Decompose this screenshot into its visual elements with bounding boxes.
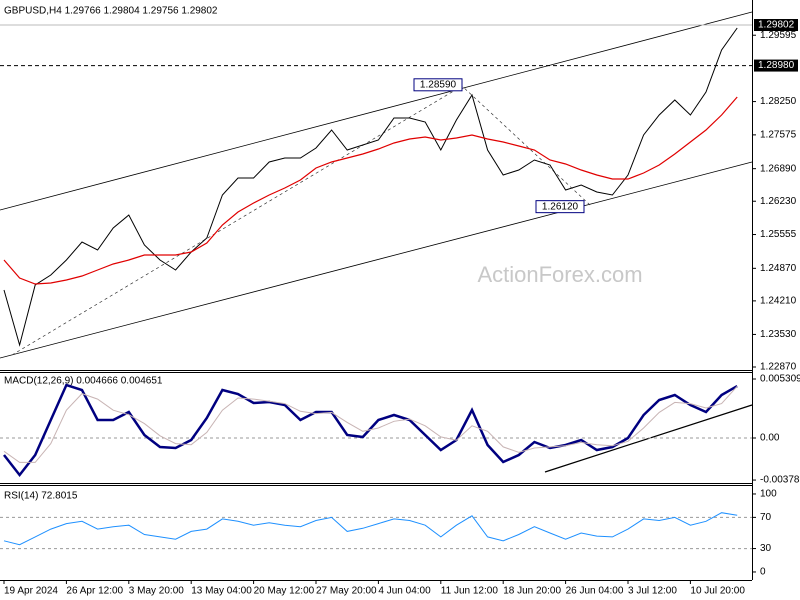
x-tick-label: 20 May 12:00 <box>254 586 315 597</box>
last-price-box <box>754 19 798 32</box>
y-tick-label: 1.27575 <box>760 130 797 141</box>
x-tick-label: 26 Jun 04:00 <box>566 586 624 597</box>
y-tick-label: 1.25555 <box>760 229 797 240</box>
x-tick-label: 13 May 04:00 <box>191 586 252 597</box>
level-label: 1.28980 <box>758 60 795 71</box>
y-tick-label: 70 <box>760 512 772 523</box>
y-tick-label: 0.00 <box>760 433 780 444</box>
chart-title: GBPUSD,H4 1.29766 1.29804 1.29756 1.2980… <box>4 6 218 17</box>
rsi-title: RSI(14) 72.8015 <box>4 491 78 502</box>
y-tick-label: 1.24210 <box>760 296 797 307</box>
x-tick-label: 3 Jul 12:00 <box>628 586 677 597</box>
y-tick-label: 1.24870 <box>760 263 797 274</box>
channel-lower <box>0 161 753 359</box>
x-tick-label: 18 Jun 20:00 <box>503 586 561 597</box>
last-price-label: 1.29802 <box>758 20 795 31</box>
y-tick-label: 0.005309 <box>760 374 800 385</box>
series-line <box>3 512 738 546</box>
macd-title: MACD(12,26,9) 0.004666 0.004651 <box>4 376 163 387</box>
x-tick-label: 4 Jun 04:00 <box>378 586 431 597</box>
y-tick-label: 1.22870 <box>760 362 797 373</box>
y-tick-label: 1.26890 <box>760 163 797 174</box>
y-tick-label: 1.26230 <box>760 196 797 207</box>
watermark: ActionForex.com <box>477 262 642 287</box>
annotation-label: 1.26120 <box>542 201 579 212</box>
x-tick-label: 10 Jul 20:00 <box>690 586 745 597</box>
annotation-label: 1.28590 <box>420 79 457 90</box>
y-tick-label: 30 <box>760 543 772 554</box>
channel-upper <box>0 11 753 211</box>
x-tick-label: 11 Jun 12:00 <box>441 586 499 597</box>
x-tick-label: 26 Apr 12:00 <box>66 586 123 597</box>
series-line <box>3 96 738 285</box>
y-tick-label: 1.29595 <box>760 30 797 41</box>
y-tick-label: -0.003785 <box>760 475 800 486</box>
series-line <box>3 27 738 347</box>
y-tick-label: 1.28250 <box>760 96 797 107</box>
y-tick-label: 0 <box>760 567 766 578</box>
series-line <box>3 385 738 463</box>
annotation-box <box>535 200 585 214</box>
annotation-box <box>413 78 463 92</box>
x-tick-label: 27 May 20:00 <box>316 586 377 597</box>
x-tick-label: 3 May 20:00 <box>129 586 184 597</box>
level-label-box <box>754 59 798 72</box>
x-tick-label: 19 Apr 2024 <box>4 586 58 597</box>
y-tick-label: 100 <box>760 489 777 500</box>
y-tick-label: 1.23530 <box>760 329 797 340</box>
